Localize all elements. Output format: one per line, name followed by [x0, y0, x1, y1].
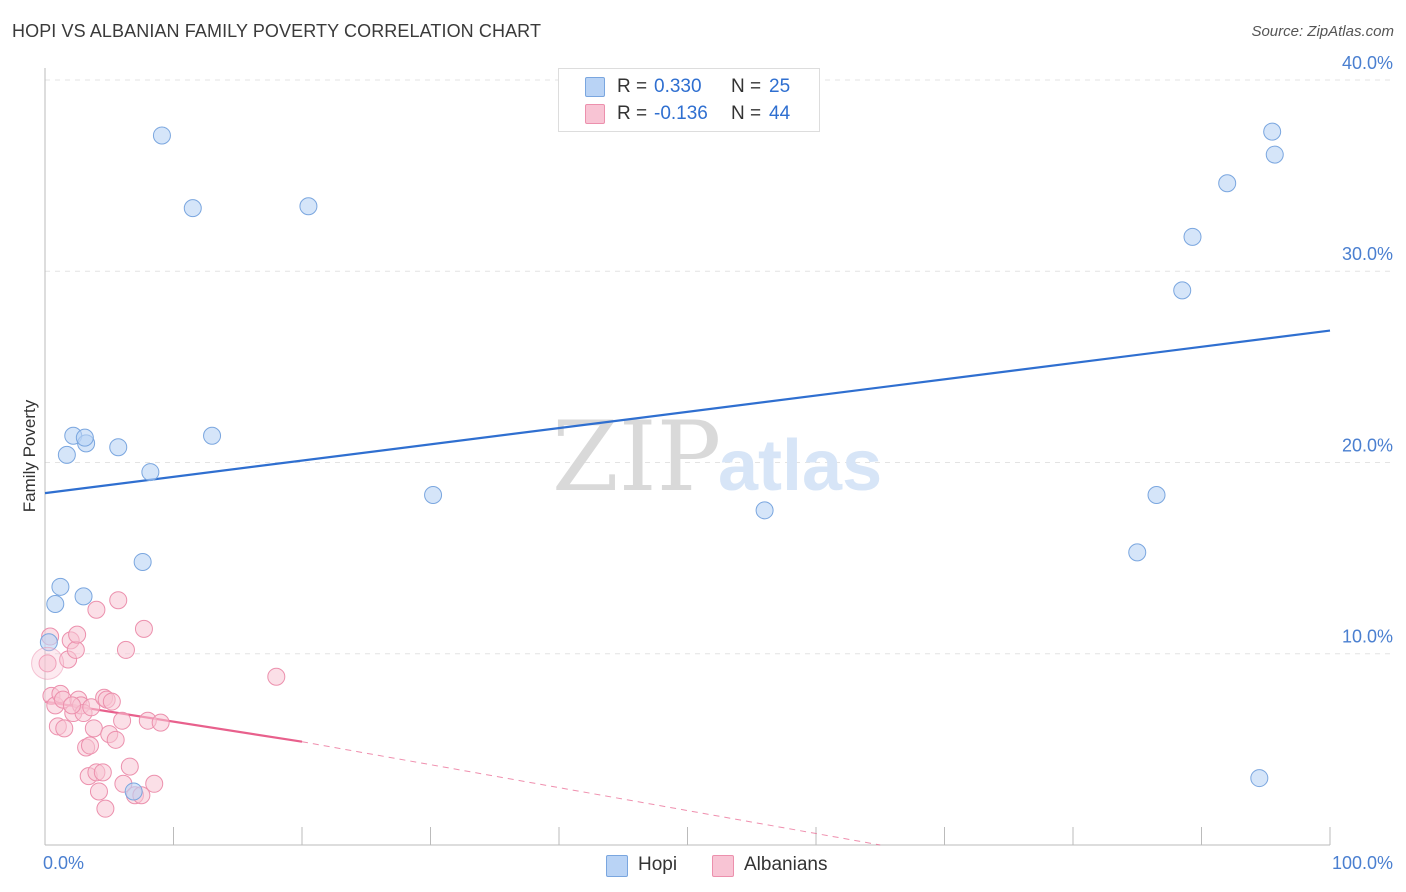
- albanians-point: [66, 640, 85, 659]
- hopi-point: [1173, 281, 1192, 300]
- y-tick-label: 20.0%: [1342, 435, 1393, 455]
- watermark-atlas: atlas: [718, 426, 882, 506]
- albanians-swatch-icon: [585, 104, 605, 124]
- albanians-point: [145, 774, 164, 793]
- hopi-point: [39, 633, 58, 652]
- legend-row-albanians: R = -0.136 N = 44: [559, 100, 819, 127]
- hopi-point: [75, 428, 94, 447]
- hopi-point: [1263, 122, 1282, 141]
- albanians-point: [80, 736, 99, 755]
- hopi-point: [51, 577, 70, 596]
- watermark-zip: ZIP: [552, 401, 721, 513]
- legend-albanians-n-value: 44: [769, 103, 791, 124]
- albanians-point: [113, 711, 132, 730]
- hopi-point: [1218, 174, 1237, 193]
- albanians-point: [102, 692, 121, 711]
- chart-source: Source: ZipAtlas.com: [1251, 23, 1394, 40]
- bottom-legend-hopi-label: Hopi: [638, 854, 678, 875]
- legend-hopi-r-value: 0.330: [654, 76, 702, 97]
- albanians-point: [96, 799, 115, 818]
- albanians-point: [93, 763, 112, 782]
- grid-layer: [45, 79, 1395, 655]
- hopi-point: [1128, 543, 1147, 562]
- albanians-trend-extension: [301, 741, 881, 846]
- hopi-point: [183, 199, 202, 218]
- albanians-point-large: [31, 646, 65, 680]
- y-tick-label: 30.0%: [1342, 244, 1393, 264]
- hopi-point: [299, 197, 318, 216]
- hopi-point: [57, 445, 76, 464]
- watermark: ZIP atlas: [552, 401, 882, 513]
- legend-hopi-n-value: 25: [769, 76, 791, 97]
- albanians-point: [116, 640, 135, 659]
- hopi-point: [74, 587, 93, 606]
- hopi-point: [46, 595, 65, 614]
- albanians-point: [55, 719, 74, 738]
- y-tick-label: 40.0%: [1342, 53, 1393, 73]
- albanians-point: [87, 600, 106, 619]
- albanians-legend-icon: [712, 855, 734, 877]
- hopi-point: [1265, 145, 1284, 164]
- hopi-legend-icon: [606, 855, 628, 877]
- albanians-point: [109, 591, 128, 610]
- hopi-point: [133, 552, 152, 571]
- legend-hopi-n-label: N =: [731, 76, 762, 97]
- albanians-point: [120, 757, 139, 776]
- axes-layer: [44, 68, 1331, 846]
- hopi-swatch-icon: [585, 77, 605, 97]
- hopi-point: [203, 426, 222, 445]
- y-axis-title: Family Poverty: [20, 399, 39, 512]
- hopi-point: [1147, 486, 1166, 505]
- bottom-legend-albanians-label: Albanians: [744, 854, 828, 875]
- hopi-point: [141, 463, 160, 482]
- legend-hopi-r-label: R =: [617, 76, 648, 97]
- labels-layer: 10.0% 20.0% 30.0% 40.0% 0.0% 100.0% Family Pov…: [20, 53, 1393, 873]
- legend-albanians-r-label: R =: [617, 103, 648, 124]
- hopi-point: [424, 486, 443, 505]
- hopi-point: [755, 501, 774, 520]
- albanians-point: [134, 619, 153, 638]
- albanians-point: [82, 698, 101, 717]
- points-layer: [31, 122, 1284, 818]
- x-tick-label-start: 0.0%: [43, 853, 84, 873]
- chart-title: HOPI VS ALBANIAN FAMILY POVERTY CORRELAT…: [12, 21, 542, 41]
- hopi-point: [1250, 769, 1269, 788]
- hopi-point: [124, 782, 143, 801]
- x-tick-label-end: 100.0%: [1332, 853, 1393, 873]
- hopi-point: [109, 438, 128, 457]
- albanians-point: [38, 654, 57, 673]
- albanians-point: [62, 696, 81, 715]
- albanians-point: [89, 782, 108, 801]
- y-tick-label: 10.0%: [1342, 627, 1393, 647]
- albanians-point: [68, 625, 87, 644]
- hopi-point: [1183, 227, 1202, 246]
- albanians-point: [267, 667, 286, 686]
- hopi-trend-line: [44, 329, 1331, 495]
- albanians-point: [84, 719, 103, 738]
- hopi-point: [152, 126, 171, 145]
- legend-row-hopi: R = 0.330 N = 25: [559, 73, 819, 100]
- legend-albanians-r-value: -0.136: [654, 103, 708, 124]
- albanians-point: [106, 730, 125, 749]
- albanians-point: [151, 713, 170, 732]
- correlation-legend: R = 0.330 N = 25 R = -0.136 N = 44: [558, 68, 820, 132]
- legend-albanians-n-label: N =: [731, 103, 762, 124]
